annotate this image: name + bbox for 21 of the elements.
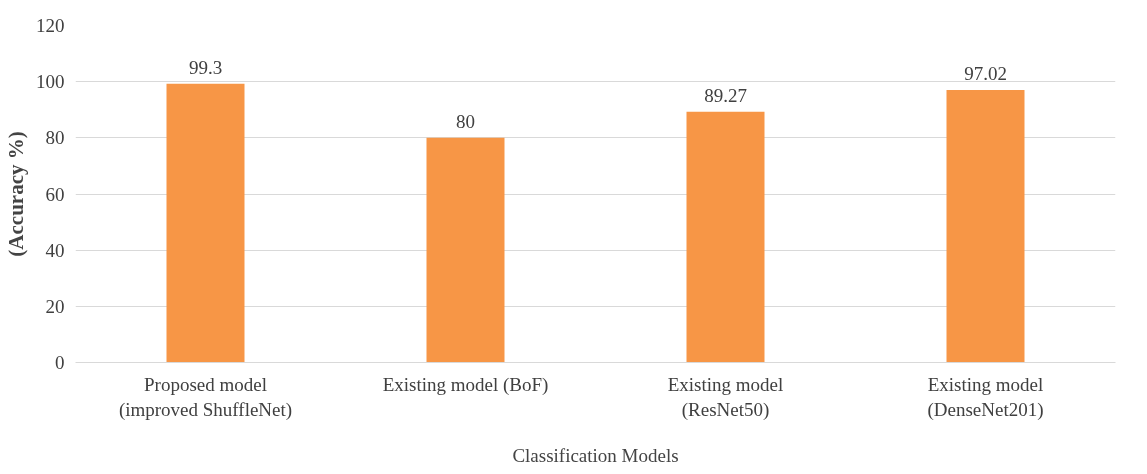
y-axis-title: (Accuracy %) — [4, 131, 28, 257]
y-tick-label: 40 — [45, 239, 65, 261]
y-tick-label: 20 — [45, 295, 65, 317]
bar — [166, 83, 245, 363]
bar — [426, 137, 505, 363]
x-tick-label: Existing model (BoF) — [382, 373, 549, 396]
bar — [686, 111, 765, 363]
y-tick-label: 120 — [36, 15, 65, 36]
data-label: 80 — [456, 110, 475, 132]
x-tick-label: Proposed model (improved ShuffleNet) — [118, 373, 293, 421]
data-label: 99.3 — [188, 56, 223, 78]
x-tick-label: Existing model (ResNet50) — [667, 373, 784, 421]
x-tick-label: Existing model (DenseNet201) — [927, 373, 1044, 421]
data-label: 89.27 — [704, 84, 747, 106]
data-label: 97.02 — [964, 63, 1007, 85]
y-tick-label: 60 — [45, 183, 65, 205]
x-axis-title: Classification Models — [512, 444, 679, 466]
y-tick-label: 80 — [45, 127, 65, 149]
bar — [946, 90, 1025, 363]
y-tick-label: 0 — [55, 352, 65, 373]
y-tick-label: 100 — [36, 71, 65, 93]
